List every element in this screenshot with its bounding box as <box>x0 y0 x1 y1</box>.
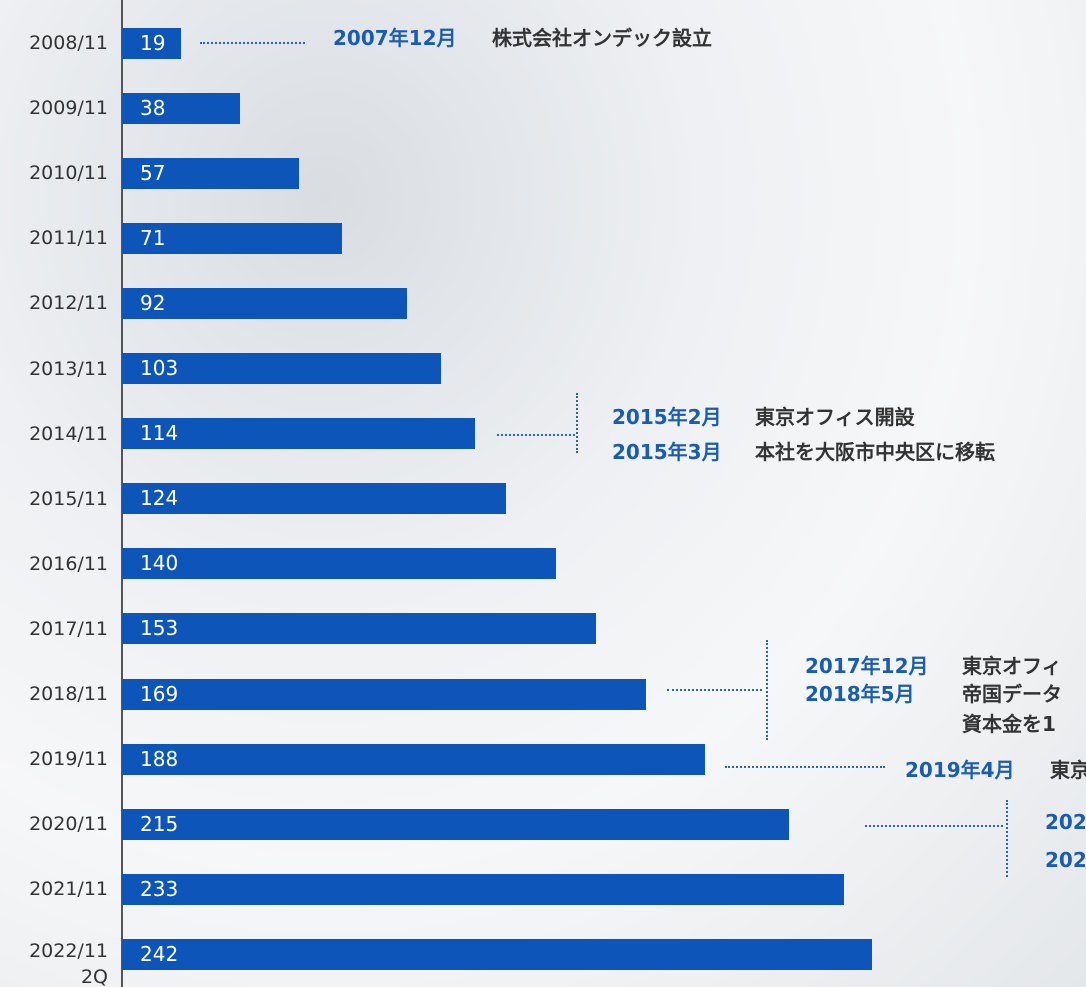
value-label: 153 <box>140 613 178 644</box>
bracket <box>766 640 768 740</box>
value-label: 92 <box>140 288 165 319</box>
y-tick-label: 2008/11 <box>0 30 108 56</box>
connector <box>865 825 1003 827</box>
y-tick-label: 2022/11 2Q <box>0 938 108 987</box>
bar <box>122 483 506 514</box>
y-tick-label: 2017/11 <box>0 616 108 642</box>
y-tick-label: 2021/11 <box>0 876 108 902</box>
connector <box>497 434 575 436</box>
annotation-date: 202 <box>1045 810 1086 834</box>
connector <box>667 689 762 691</box>
y-tick-label: 2020/11 <box>0 811 108 837</box>
annotation-date: 2007年12月 <box>333 22 457 51</box>
annotation-text: 東京オフィス開設 <box>755 401 915 430</box>
annotation-date: 2015年2月 <box>612 401 722 430</box>
bar <box>122 874 844 905</box>
connector <box>725 766 885 768</box>
y-tick-label: 2012/11 <box>0 290 108 316</box>
value-label: 103 <box>140 353 178 384</box>
y-tick-label: 2018/11 <box>0 681 108 707</box>
y-tick-label: 2009/11 <box>0 95 108 121</box>
bracket <box>576 393 578 453</box>
value-label: 38 <box>140 93 165 124</box>
value-label: 140 <box>140 548 178 579</box>
value-label: 233 <box>140 874 178 905</box>
annotation-date: 2017年12月 <box>805 650 929 679</box>
annotation-date: 2018年5月 <box>805 678 915 707</box>
annotation-text: 資本金を1 <box>962 708 1056 737</box>
annotation-text: 株式会社オンデック設立 <box>492 22 712 51</box>
bracket <box>1006 800 1008 877</box>
chart: 2007年12月 株式会社オンデック設立 2015年2月 東京オフィス開設 20… <box>0 0 1086 987</box>
annotation-text: 東京オフィ <box>962 650 1062 679</box>
value-label: 215 <box>140 809 178 840</box>
y-tick-label: 2015/11 <box>0 486 108 512</box>
bar <box>122 613 596 644</box>
y-tick-label: 2011/11 <box>0 225 108 251</box>
bar <box>122 809 789 840</box>
value-label: 57 <box>140 158 165 189</box>
annotation-date: 2015年3月 <box>612 436 722 465</box>
y-tick-label: 2013/11 <box>0 356 108 382</box>
bar <box>122 744 705 775</box>
value-label: 188 <box>140 744 178 775</box>
annotation-date: 202 <box>1045 848 1086 872</box>
value-label: 19 <box>140 28 165 59</box>
value-label: 114 <box>140 418 178 449</box>
bar <box>122 939 872 970</box>
connector <box>200 42 305 44</box>
value-label: 242 <box>140 939 178 970</box>
value-label: 71 <box>140 223 165 254</box>
bar <box>122 548 556 579</box>
bar <box>122 679 646 710</box>
y-tick-label: 2019/11 <box>0 746 108 772</box>
annotation-date: 2019年4月 <box>905 754 1015 783</box>
value-label: 169 <box>140 679 178 710</box>
y-tick-label: 2010/11 <box>0 160 108 186</box>
y-tick-label: 2016/11 <box>0 551 108 577</box>
value-label: 124 <box>140 483 178 514</box>
annotation-text: 東京 <box>1050 754 1086 783</box>
annotation-text: 本社を大阪市中央区に移転 <box>755 436 995 465</box>
y-tick-label: 2014/11 <box>0 421 108 447</box>
annotation-text: 帝国データ <box>962 678 1062 707</box>
